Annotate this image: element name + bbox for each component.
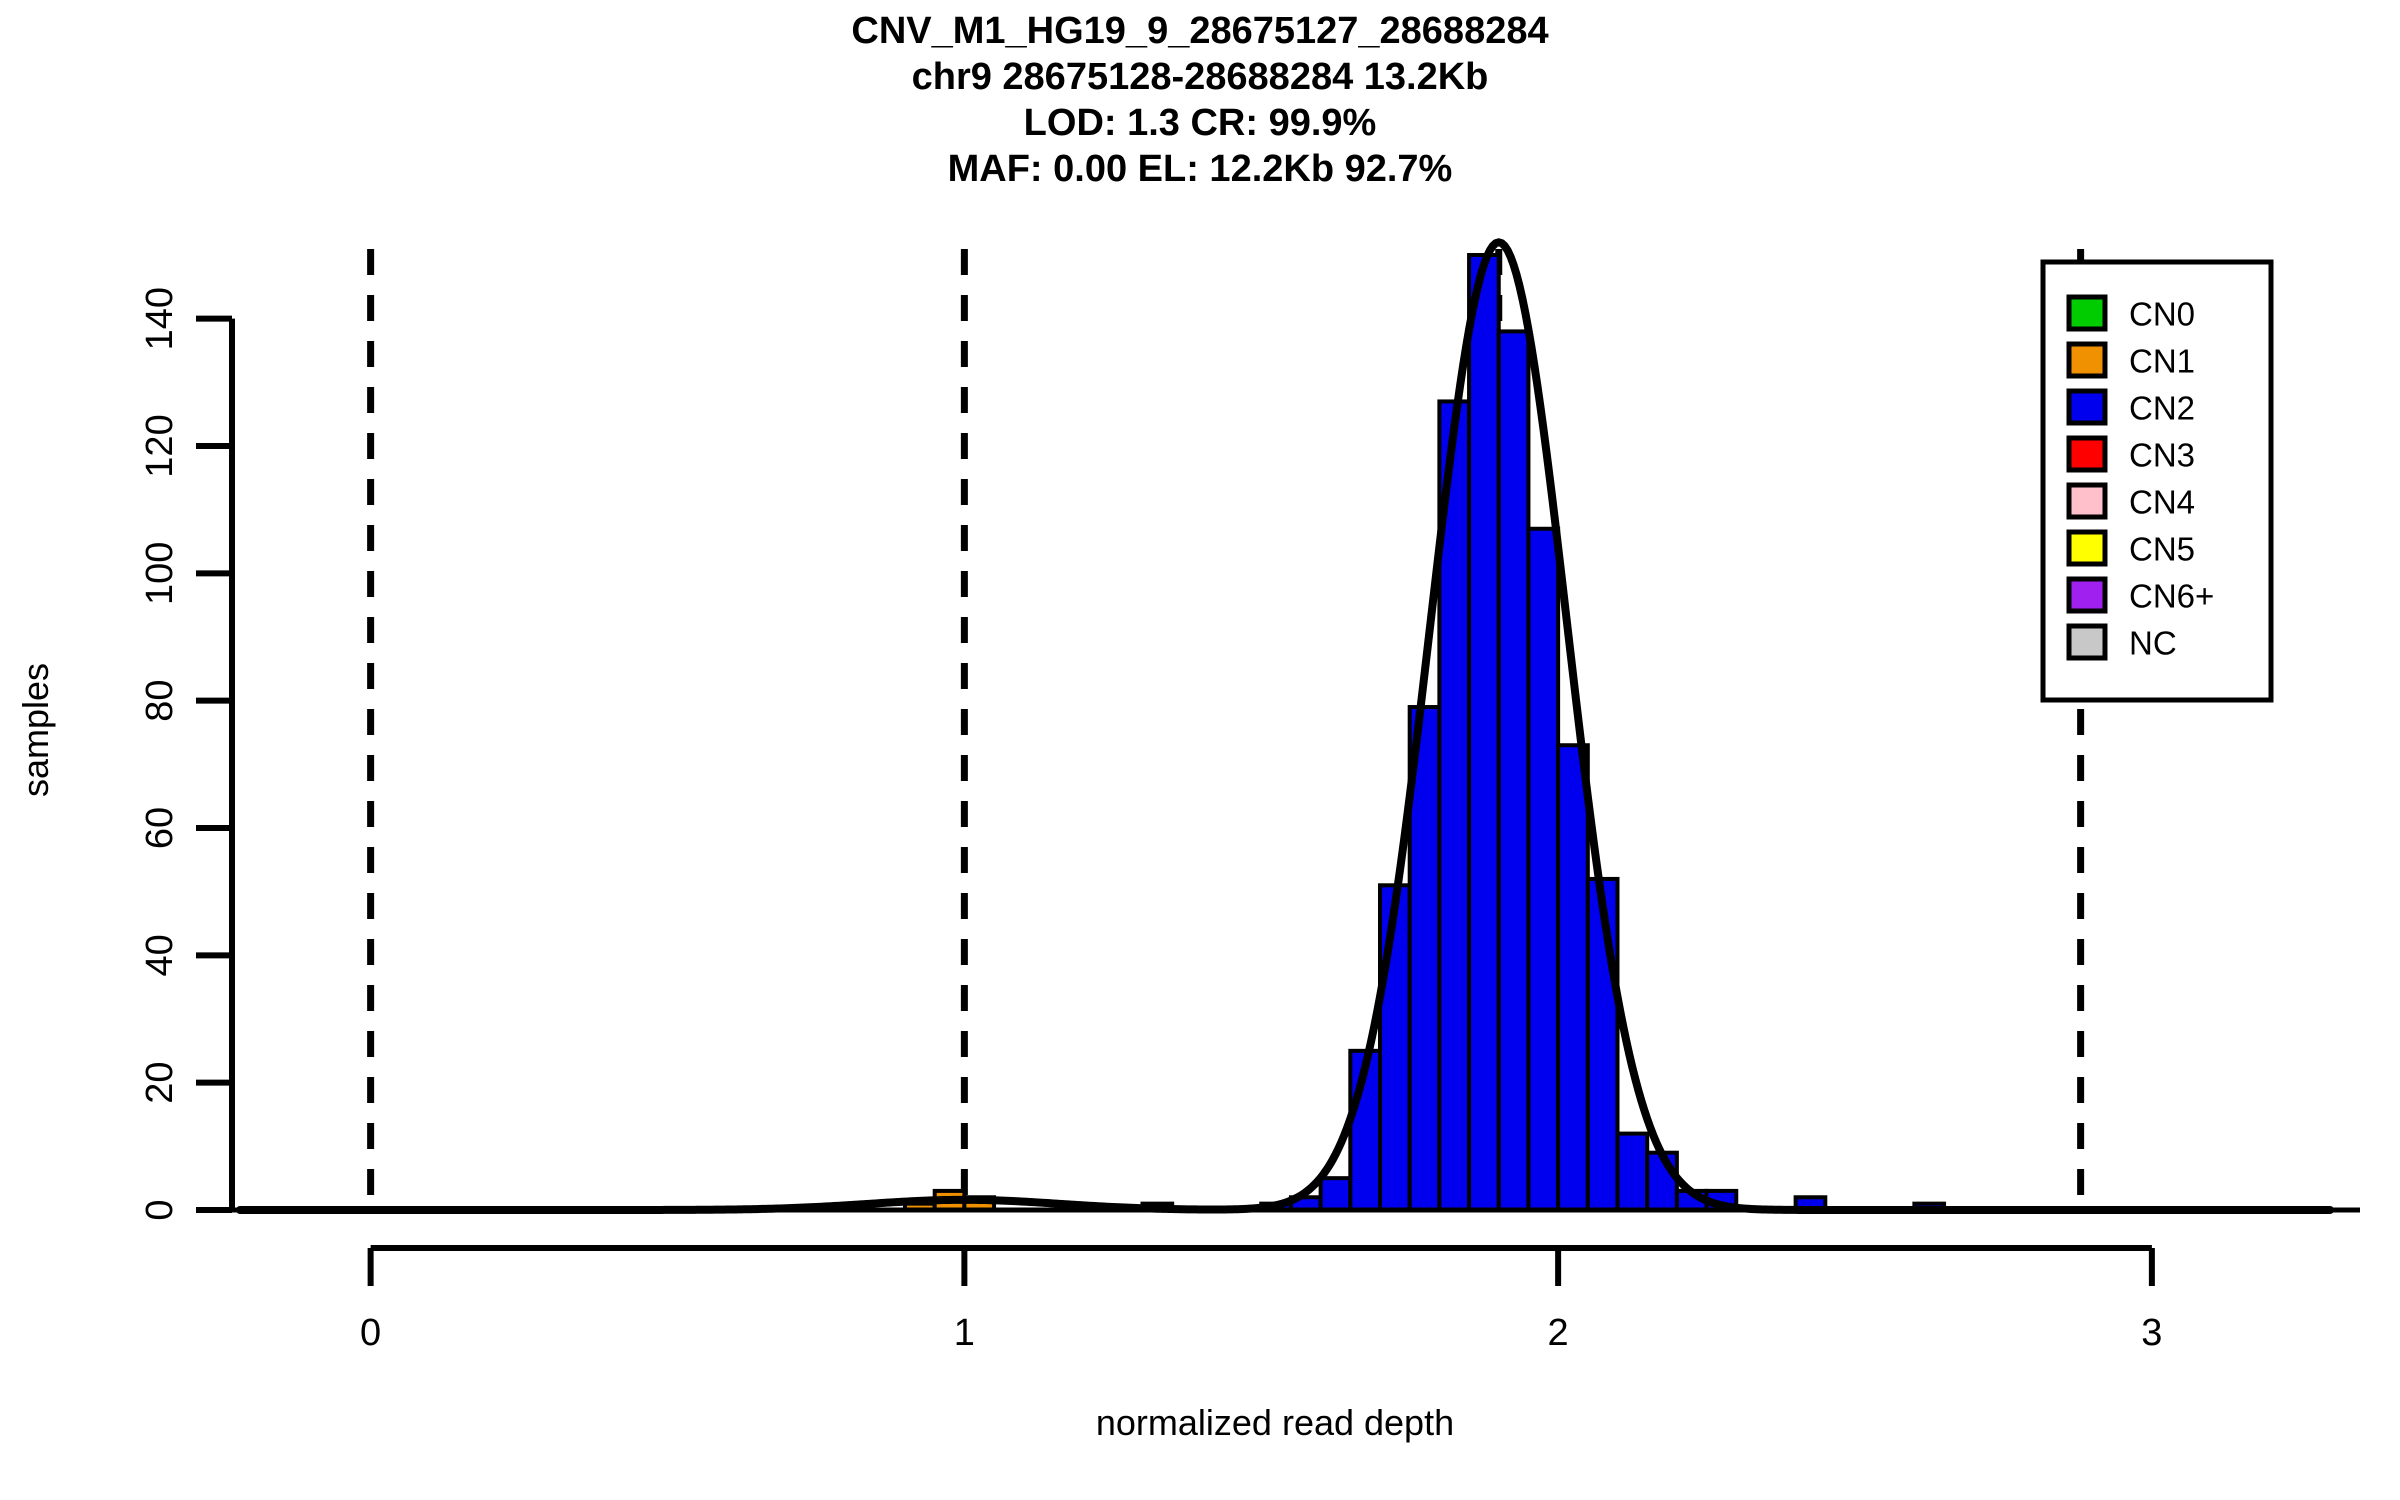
- y-axis-tick-label: 0: [139, 1199, 181, 1220]
- histogram-bar: [1615, 1131, 1650, 1212]
- y-axis-tick-label: 60: [139, 807, 181, 849]
- legend-swatch-nc[interactable]: [2066, 623, 2108, 661]
- y-axis-tick-label: 100: [139, 542, 181, 605]
- legend-label-cn2[interactable]: CN2: [2129, 390, 2195, 427]
- y-axis-tick-label: 120: [139, 414, 181, 477]
- legend-group[interactable]: CN0 CN1 CN2 CN3 CN4 CN5 CN6+ NC: [2040, 259, 2274, 703]
- legend-swatch-cn2[interactable]: [2066, 388, 2108, 426]
- axes-group: 0 20 40 60 80 100 120 140 0 1 2 3: [139, 287, 2360, 1354]
- y-axis-tick-label: 80: [139, 680, 181, 722]
- legend-label-cn0[interactable]: CN0: [2129, 296, 2195, 333]
- legend-label-cn6plus[interactable]: CN6+: [2129, 578, 2214, 615]
- legend-swatch-cn4[interactable]: [2066, 482, 2108, 520]
- density-curve: [236, 238, 2334, 1214]
- chart-title-line-3: LOD: 1.3 CR: 99.9%: [1023, 102, 1377, 144]
- legend-label-cn4[interactable]: CN4: [2129, 484, 2195, 521]
- legend-swatch-cn3[interactable]: [2066, 435, 2108, 473]
- histogram-bar: [1496, 329, 1531, 1212]
- x-axis-title: normalized read depth: [1096, 1402, 1454, 1443]
- histogram-bar: [1467, 253, 1501, 1212]
- chart-title-line-4: MAF: 0.00 EL: 12.2Kb 92.7%: [947, 148, 1453, 190]
- chart-title-line-2: chr9 28675128-28688284 13.2Kb: [911, 56, 1489, 98]
- histogram-bar: [1556, 743, 1590, 1212]
- chart-title-line-1: CNV_M1_HG19_9_28675127_28688284: [851, 10, 1549, 52]
- y-axis-tick-label: 20: [139, 1062, 181, 1104]
- y-axis-title: samples: [15, 663, 56, 797]
- y-axis-tick-label: 40: [139, 934, 181, 976]
- reference-lines-group: [367, 238, 2085, 1195]
- histogram-bar: [1318, 1176, 1353, 1212]
- histogram-bar: [1526, 526, 1561, 1212]
- x-axis-tick-label: 1: [954, 1312, 975, 1354]
- legend-label-cn3[interactable]: CN3: [2129, 437, 2195, 474]
- legend-swatch-cn1[interactable]: [2066, 341, 2108, 379]
- bars-group: [903, 253, 1947, 1213]
- legend-swatch-cn5[interactable]: [2066, 529, 2108, 567]
- y-axis-tick-label: 140: [139, 287, 181, 350]
- legend-swatch-cn0[interactable]: [2066, 294, 2108, 332]
- density-curve-group: [236, 238, 2334, 1214]
- histogram-bar: [1378, 883, 1412, 1212]
- legend-label-cn1[interactable]: CN1: [2129, 343, 2195, 380]
- x-axis-tick-label: 2: [1548, 1312, 1569, 1354]
- legend-label-nc[interactable]: NC: [2129, 625, 2177, 662]
- chart-title: CNV_M1_HG19_9_28675127_28688284 chr9 286…: [0, 8, 2400, 192]
- x-axis-tick-label: 3: [2141, 1312, 2162, 1354]
- legend-swatch-cn6plus[interactable]: [2066, 576, 2108, 614]
- x-axis-tick-label: 0: [360, 1312, 381, 1354]
- legend-label-cn5[interactable]: CN5: [2129, 531, 2195, 568]
